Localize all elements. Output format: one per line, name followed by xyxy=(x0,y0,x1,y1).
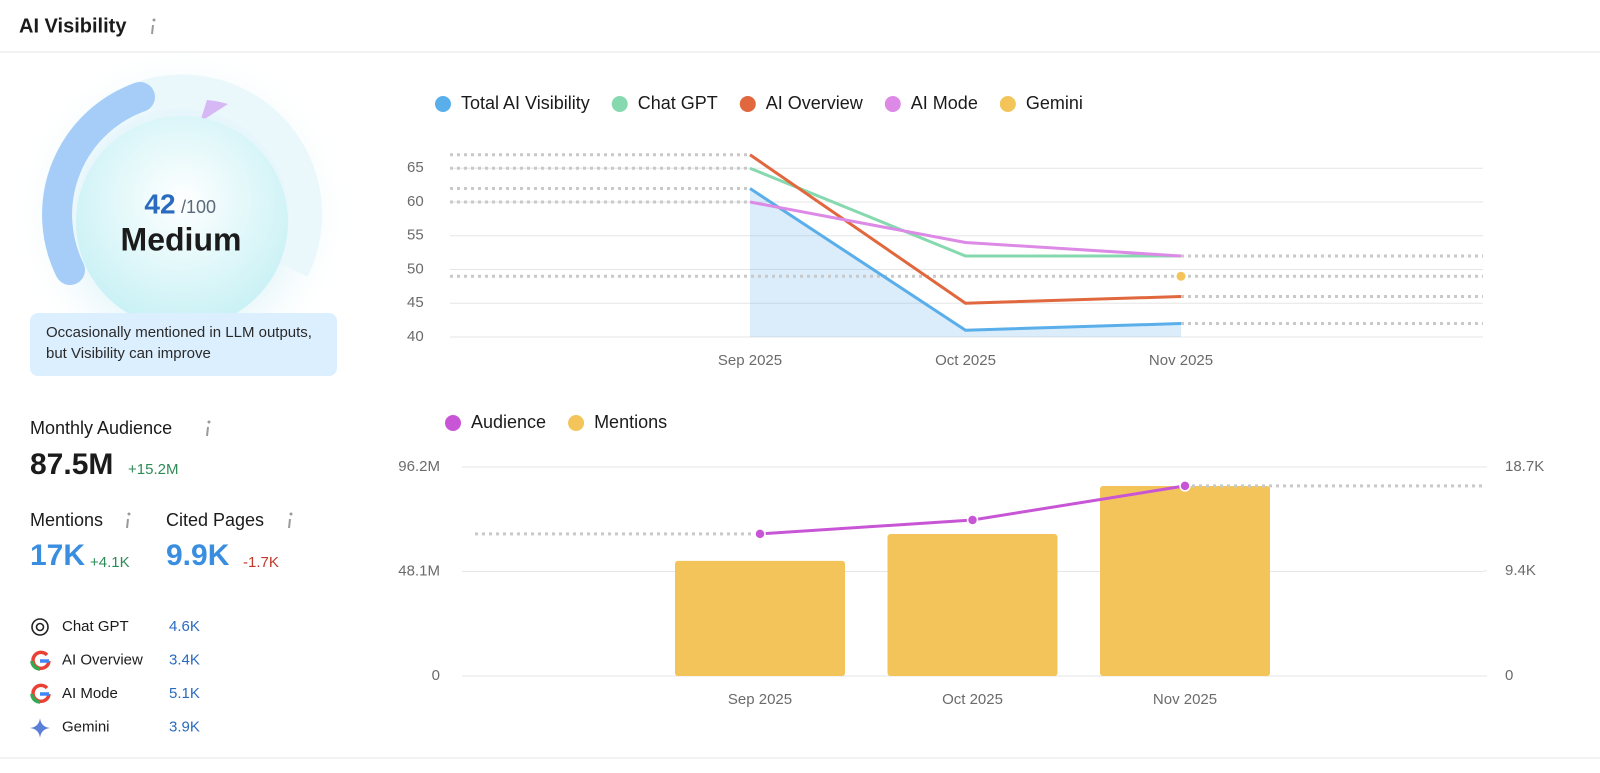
series-line xyxy=(749,200,1182,258)
note: Occasionally mentioned in LLM outputs, b… xyxy=(46,324,312,362)
source-name: AI Mode xyxy=(62,685,118,702)
y2-tick-label: 9.4K xyxy=(1505,562,1536,579)
y-tick-label: 96.2M xyxy=(398,458,440,475)
stat-change: -1.7K xyxy=(243,554,279,571)
google-icon xyxy=(30,650,51,671)
source-value: 3.4K xyxy=(169,651,200,668)
y-tick-label: 50 xyxy=(407,260,424,277)
series-line xyxy=(749,187,1182,332)
y2-tick-label: 18.7K xyxy=(1505,458,1544,475)
source-name: Gemini xyxy=(62,718,110,735)
x-tick-label: Sep 2025 xyxy=(718,352,782,369)
stat-change: +4.1K xyxy=(90,554,130,571)
info-icon[interactable] xyxy=(126,512,131,529)
legend-swatch xyxy=(611,96,628,112)
y-tick-label: 0 xyxy=(432,667,440,684)
info-icon[interactable] xyxy=(206,420,211,437)
stat-value: 9.9K xyxy=(166,539,230,572)
point xyxy=(1179,480,1191,492)
source-name: AI Overview xyxy=(62,651,143,668)
gauge-score: 42 xyxy=(144,188,175,219)
legend-swatch xyxy=(445,415,461,431)
x-tick-label: Nov 2025 xyxy=(1149,352,1213,369)
x-tick-label: Sep 2025 xyxy=(728,691,792,708)
bar xyxy=(1100,486,1270,676)
series-line xyxy=(749,166,1181,258)
info-icon[interactable] xyxy=(288,512,293,529)
gauge-core xyxy=(76,116,288,328)
stat-label: Monthly Audience xyxy=(30,418,172,438)
bar xyxy=(887,534,1058,676)
source-value: 4.6K xyxy=(169,618,200,635)
google-icon xyxy=(30,683,51,704)
gauge-level: Medium xyxy=(121,221,242,257)
point xyxy=(1176,271,1186,281)
point xyxy=(754,528,766,540)
legend-label: AI Mode xyxy=(911,93,978,113)
stat-value: 17K xyxy=(30,539,85,572)
header-title: AI Visibility xyxy=(19,15,127,37)
gauge-scale: /100 xyxy=(181,197,216,217)
legend-label: AI Overview xyxy=(766,93,864,113)
legend-label: Gemini xyxy=(1026,93,1083,113)
legend-swatch xyxy=(435,96,451,112)
stat-change: +15.2M xyxy=(128,461,178,478)
chatgpt-icon xyxy=(31,618,49,636)
source-value: 3.9K xyxy=(169,718,200,735)
y2-tick-label: 0 xyxy=(1505,667,1513,684)
charts: 40 45 50 55 60 65 Sep 2025 Oct 2025 Nov 2025 Tota… xyxy=(398,93,1544,708)
x-tick-label: Oct 2025 xyxy=(935,352,996,369)
source-value: 5.1K xyxy=(169,685,200,702)
y-tick-label: 60 xyxy=(407,193,424,210)
point xyxy=(966,514,979,526)
x-tick-label: Oct 2025 xyxy=(942,691,1003,708)
y-tick-label: 55 xyxy=(407,227,424,244)
legend-swatch xyxy=(999,96,1016,112)
info-icon[interactable] xyxy=(151,18,156,35)
legend-label: Mentions xyxy=(594,412,667,432)
y-tick-label: 65 xyxy=(407,159,424,176)
source-list: Chat GPT 4.6K AI Overview 3.4K AI Mode 5.1K Ge… xyxy=(62,618,200,736)
legend-label: Chat GPT xyxy=(638,93,718,113)
x-tick-label: Nov 2025 xyxy=(1153,691,1217,708)
gemini-icon xyxy=(30,718,50,738)
gauge-marker xyxy=(200,100,228,122)
legend-swatch xyxy=(739,96,756,112)
stat-value: 87.5M xyxy=(30,448,113,481)
source-name: Chat GPT xyxy=(62,618,129,635)
area xyxy=(750,188,1181,337)
legend-swatch xyxy=(568,415,585,431)
legend-label: Audience xyxy=(471,412,546,432)
y-tick-label: 48.1M xyxy=(398,562,440,579)
y-tick-label: 45 xyxy=(407,294,424,311)
bar xyxy=(675,560,845,676)
note-box xyxy=(30,313,337,376)
note-text: Occasionally mentioned in LLM outputs, b… xyxy=(46,324,312,362)
y-tick-label: 40 xyxy=(407,328,424,345)
stat-label: Cited Pages xyxy=(166,510,264,530)
stat-label: Mentions xyxy=(30,510,103,530)
series-line xyxy=(749,153,1182,305)
gauge-arc xyxy=(42,82,155,285)
legend-label: Total AI Visibility xyxy=(461,93,590,113)
legend-swatch xyxy=(884,96,901,112)
